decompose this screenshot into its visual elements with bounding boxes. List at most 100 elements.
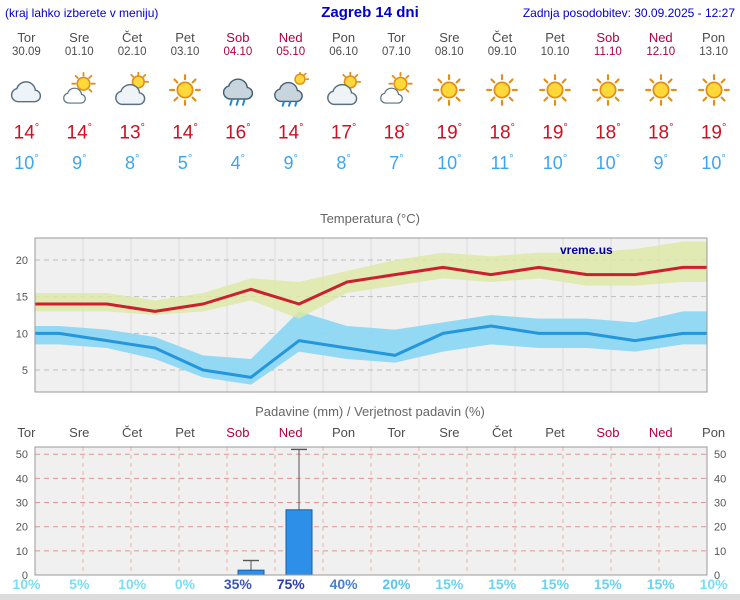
day-date: 30.09 xyxy=(12,46,41,58)
max-temp: 14° xyxy=(277,122,304,144)
precip-probability: 35% xyxy=(223,576,252,592)
max-temperature-line xyxy=(35,265,707,313)
svg-text:10: 10 xyxy=(16,328,28,340)
max-temp: 16° xyxy=(225,122,251,144)
day-column[interactable]: Pon 13.10 19° 10° xyxy=(687,30,740,173)
max-temp: 19° xyxy=(700,122,727,144)
precip-day-label: Pet xyxy=(545,425,565,440)
precip-day-label: Pon xyxy=(702,425,726,440)
min-temp: 8° xyxy=(124,153,140,174)
day-column[interactable]: Sre 01.10 14° 9° xyxy=(53,30,106,173)
precip-day-label: Tor xyxy=(17,425,36,440)
max-temp: 19° xyxy=(436,122,463,144)
day-column[interactable]: Pet 10.10 19° 10° xyxy=(529,30,582,173)
mostly-sunny-icon xyxy=(57,72,101,108)
precip-probability: 10% xyxy=(118,576,147,592)
min-temp: 10° xyxy=(701,153,726,174)
precip-day-label: Čet xyxy=(492,425,513,440)
precip-day-label: Sre xyxy=(439,425,460,440)
max-temp: 18° xyxy=(595,122,621,144)
day-column[interactable]: Sob 11.10 18° 10° xyxy=(581,30,634,173)
precip-day-label: Čet xyxy=(122,425,143,440)
day-column[interactable]: Sre 08.10 19° 10° xyxy=(423,30,476,173)
day-name: Ned xyxy=(648,30,673,45)
day-date: 01.10 xyxy=(64,46,94,58)
day-name: Tor xyxy=(387,30,406,45)
sunny-icon xyxy=(586,72,630,108)
last-update: Zadnja posodobitev: 30.09.2025 - 12:27 xyxy=(522,6,735,20)
max-temp: 14° xyxy=(172,122,198,144)
precip-day-label: Sob xyxy=(226,425,250,440)
sunny-icon xyxy=(533,72,577,108)
max-temp: 19° xyxy=(542,122,568,144)
max-temperature-range-band xyxy=(35,241,707,319)
sunny-icon xyxy=(427,72,471,108)
max-temp: 18° xyxy=(383,122,410,144)
day-name: Pet xyxy=(545,30,565,45)
svg-text:40: 40 xyxy=(16,473,28,485)
sunny-icon xyxy=(692,72,736,108)
mostly-sunny-icon xyxy=(374,72,418,108)
rain-sun-icon xyxy=(269,72,313,108)
day-column[interactable]: Ned 05.10 14° 9° xyxy=(264,30,317,173)
day-name: Ned xyxy=(278,30,303,45)
svg-text:0: 0 xyxy=(714,570,720,582)
day-date: 03.10 xyxy=(170,46,200,58)
svg-text:0: 0 xyxy=(22,570,28,582)
precip-probability: 10% xyxy=(12,576,41,592)
min-temp: 7° xyxy=(389,153,404,174)
svg-text:40: 40 xyxy=(714,473,726,485)
svg-text:50: 50 xyxy=(714,449,726,461)
max-temp: 14° xyxy=(13,122,40,144)
min-temp: 8° xyxy=(336,153,351,174)
min-temp: 4° xyxy=(230,153,246,174)
precip-bar xyxy=(237,569,265,576)
svg-text:10: 10 xyxy=(714,546,726,558)
precip-bar xyxy=(285,509,313,576)
precipitation-chart: 0 0 10 10 20 20 30 30 40 40 50 50 xyxy=(16,446,726,582)
day-name: Tor xyxy=(17,30,36,45)
precip-probability: 15% xyxy=(435,576,464,592)
day-name: Čet xyxy=(492,30,513,45)
day-name: Sob xyxy=(226,30,250,45)
day-date: 08.10 xyxy=(434,46,464,58)
precip-day-label: Tor xyxy=(387,425,406,440)
min-temp: 11° xyxy=(490,153,514,174)
day-column[interactable]: Pet 03.10 14° 5° xyxy=(159,30,212,173)
day-name: Pon xyxy=(332,30,356,45)
day-column[interactable]: Pon 06.10 17° 8° xyxy=(317,30,370,173)
precip-probability: 0% xyxy=(174,576,196,592)
day-name: Sre xyxy=(69,30,90,45)
menu-hint: (kraj lahko izberete v meniju) xyxy=(5,6,159,20)
cloudy-icon xyxy=(4,72,48,108)
day-date: 12.10 xyxy=(646,46,676,58)
sunny-icon xyxy=(163,72,207,108)
day-name: Pet xyxy=(175,30,195,45)
min-temp: 5° xyxy=(177,153,193,174)
day-date: 13.10 xyxy=(699,46,728,58)
precip-probability: 5% xyxy=(69,576,90,592)
min-temperature-range-band xyxy=(35,311,707,385)
day-column[interactable]: Ned 12.10 18° 9° xyxy=(634,30,687,173)
day-name: Sob xyxy=(596,30,620,45)
day-date: 07.10 xyxy=(382,46,411,58)
day-column[interactable]: Čet 02.10 13° 8° xyxy=(106,30,159,173)
precip-day-labels: Tor Sre Čet Pet Sob Ned Pon Tor Sre Čet Pet Sob Ned P… xyxy=(0,425,740,440)
day-column[interactable]: Čet 09.10 18° 11° xyxy=(476,30,529,173)
days-row: Tor 30.09 14° 10° Sre 01.10 14° 9° Čet 02.10 13° 8°… xyxy=(0,30,740,173)
min-temp: 9° xyxy=(72,153,87,174)
svg-text:15: 15 xyxy=(16,292,28,304)
precip-day-label: Pet xyxy=(175,425,195,440)
day-date: 11.10 xyxy=(593,46,622,58)
day-column[interactable]: Tor 30.09 14° 10° xyxy=(0,30,53,173)
day-date: 02.10 xyxy=(117,46,147,58)
day-column[interactable]: Sob 04.10 16° 4° xyxy=(211,30,264,173)
max-temp: 13° xyxy=(119,122,145,144)
svg-text:20: 20 xyxy=(714,522,726,534)
precip-probability: 15% xyxy=(488,576,517,592)
precip-probability: 15% xyxy=(541,576,570,592)
svg-text:20: 20 xyxy=(16,522,28,534)
day-column[interactable]: Tor 07.10 18° 7° xyxy=(370,30,423,173)
precip-probability: 75% xyxy=(276,576,305,592)
watermark: vreme.us xyxy=(560,243,613,257)
